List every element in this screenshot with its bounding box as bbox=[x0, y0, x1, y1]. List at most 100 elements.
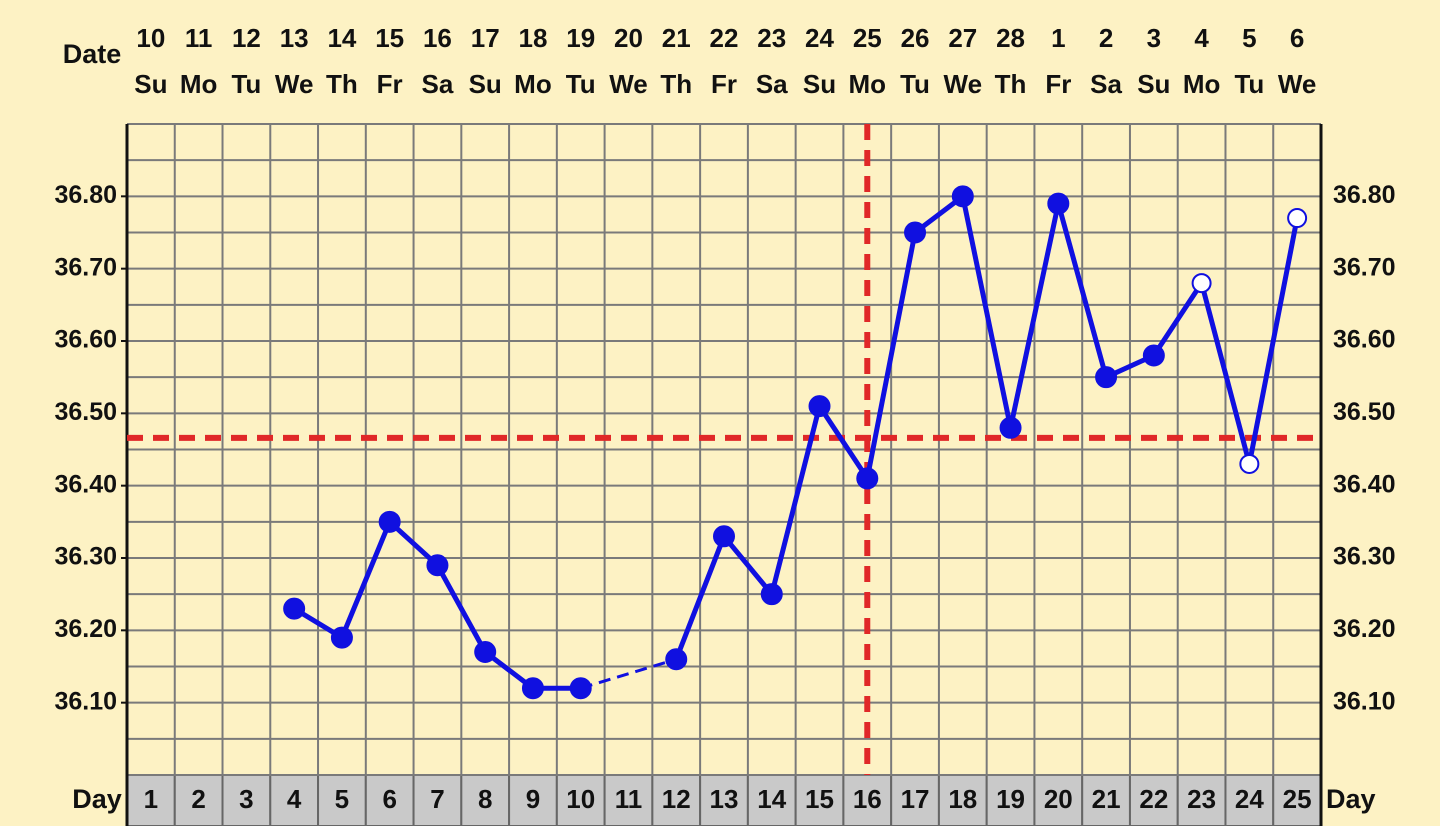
point bbox=[808, 395, 831, 418]
weekday: Su bbox=[134, 69, 167, 99]
day-cell bbox=[364, 774, 415, 826]
date-number: 2 bbox=[1099, 23, 1113, 53]
point bbox=[330, 626, 353, 649]
day-number: 4 bbox=[287, 784, 302, 814]
day-label: Day bbox=[72, 784, 122, 814]
day-number: 15 bbox=[805, 784, 834, 814]
weekday: Sa bbox=[756, 69, 788, 99]
weekday: Su bbox=[1137, 69, 1170, 99]
date-number: 26 bbox=[901, 23, 930, 53]
day-cell bbox=[842, 774, 893, 826]
weekday: Su bbox=[803, 69, 836, 99]
day-number: 22 bbox=[1139, 784, 1168, 814]
day-cell bbox=[555, 774, 606, 826]
day-number: 23 bbox=[1187, 784, 1216, 814]
y-tick-label: 36.40 bbox=[54, 470, 117, 498]
weekday: Th bbox=[660, 69, 692, 99]
y-tick-label: 36.80 bbox=[54, 181, 117, 209]
weekday: We bbox=[944, 69, 983, 99]
date-number: 15 bbox=[375, 23, 404, 53]
point bbox=[569, 677, 592, 700]
day-number: 1 bbox=[144, 784, 158, 814]
open-point bbox=[1191, 273, 1212, 294]
date-number: 13 bbox=[280, 23, 309, 53]
date-number: 27 bbox=[948, 23, 977, 53]
weekday: Su bbox=[469, 69, 502, 99]
day-number: 6 bbox=[382, 784, 396, 814]
day-number: 13 bbox=[710, 784, 739, 814]
line bbox=[673, 193, 1300, 661]
weekday: Tu bbox=[231, 69, 261, 99]
date-label: Date bbox=[63, 39, 122, 69]
y-tick-label-right: 36.50 bbox=[1333, 398, 1396, 426]
point bbox=[713, 525, 735, 548]
weekday: Th bbox=[995, 69, 1027, 99]
point bbox=[426, 554, 449, 577]
day-number: 12 bbox=[662, 784, 691, 814]
day-number: 20 bbox=[1044, 784, 1073, 814]
y-tick-label: 36.60 bbox=[54, 326, 117, 354]
point bbox=[1095, 366, 1118, 389]
day-cell bbox=[746, 774, 797, 826]
weekday: Tu bbox=[1234, 69, 1264, 99]
day-label-right: Day bbox=[1326, 784, 1376, 814]
weekday: Mo bbox=[514, 69, 552, 99]
y-tick-label-right: 36.40 bbox=[1333, 470, 1396, 498]
date-number: 23 bbox=[757, 23, 786, 53]
date-number: 1 bbox=[1051, 23, 1065, 53]
day-number: 9 bbox=[526, 784, 540, 814]
date-number: 21 bbox=[662, 23, 691, 53]
day-number: 3 bbox=[239, 784, 253, 814]
point bbox=[856, 467, 879, 490]
weekday: Fr bbox=[1045, 69, 1071, 99]
point bbox=[665, 648, 688, 671]
weekday: Mo bbox=[849, 69, 887, 99]
date-number: 6 bbox=[1290, 23, 1304, 53]
date-number: 19 bbox=[566, 23, 595, 53]
day-number: 19 bbox=[996, 784, 1025, 814]
date-number: 28 bbox=[996, 23, 1025, 53]
y-tick-label: 36.10 bbox=[54, 687, 117, 715]
date-number: 14 bbox=[327, 23, 356, 53]
open-point bbox=[1239, 453, 1260, 474]
y-tick-label-right: 36.20 bbox=[1333, 615, 1396, 643]
day-cell bbox=[890, 774, 940, 826]
y-tick-label: 36.50 bbox=[54, 398, 117, 426]
date-number: 4 bbox=[1194, 23, 1209, 53]
day-number: 2 bbox=[191, 784, 205, 814]
point bbox=[1142, 344, 1165, 367]
date-number: 25 bbox=[853, 23, 882, 53]
date-number: 20 bbox=[614, 23, 643, 53]
day-number: 10 bbox=[566, 784, 595, 814]
day-number: 16 bbox=[853, 784, 882, 814]
weekday: We bbox=[275, 69, 314, 99]
point bbox=[378, 510, 401, 533]
date-number: 12 bbox=[232, 23, 261, 53]
day-number: 25 bbox=[1283, 784, 1312, 814]
day-cell bbox=[1081, 774, 1131, 826]
day-cell bbox=[221, 774, 272, 826]
weekday: Mo bbox=[180, 69, 218, 99]
date-number: 5 bbox=[1242, 23, 1256, 53]
weekday: Th bbox=[326, 69, 358, 99]
y-tick-label-right: 36.70 bbox=[1333, 253, 1396, 281]
date-number: 22 bbox=[710, 23, 739, 53]
point bbox=[904, 221, 927, 244]
point bbox=[474, 641, 497, 664]
day-number: 17 bbox=[901, 784, 930, 814]
y-tick-label: 36.20 bbox=[54, 615, 117, 643]
weekday: We bbox=[1278, 69, 1317, 99]
y-tick-label: 36.30 bbox=[54, 543, 117, 571]
day-cell bbox=[1224, 774, 1275, 826]
open-point bbox=[1287, 208, 1308, 229]
day-number: 21 bbox=[1092, 784, 1121, 814]
date-number: 17 bbox=[471, 23, 500, 53]
date-number: 10 bbox=[136, 23, 165, 53]
y-tick-label-right: 36.60 bbox=[1333, 326, 1396, 354]
day-cell bbox=[269, 774, 320, 826]
weekday: Tu bbox=[566, 69, 596, 99]
day-number: 7 bbox=[430, 784, 444, 814]
y-tick-label-right: 36.80 bbox=[1333, 181, 1396, 209]
day-number: 18 bbox=[948, 784, 977, 814]
